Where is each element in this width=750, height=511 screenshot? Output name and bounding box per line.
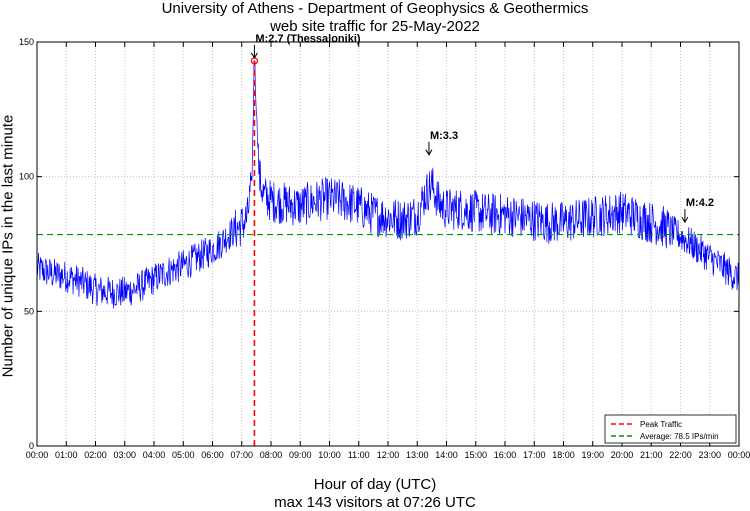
annotation-label: M:4.2 (686, 197, 714, 209)
x-tick-label: 15:00 (464, 450, 487, 460)
annotation-label: M:3.3 (430, 130, 458, 142)
plot-area: 0 50 100 150 00:00 01:00 02:00 03:00 04:00 05:00 0… (19, 33, 750, 460)
x-tick-label: 23:00 (698, 450, 721, 460)
x-tick-label: 14:00 (435, 450, 458, 460)
x-tick-label: 20:00 (611, 450, 634, 460)
x-tick-label: 11:00 (348, 450, 370, 460)
x-tick-label: 06:00 (201, 450, 224, 460)
legend-box (604, 414, 737, 444)
x-tick-label: 18:00 (552, 450, 575, 460)
annotation-arrowhead (250, 52, 258, 59)
x-tick-label: 17:00 (523, 450, 546, 460)
x-tick-label: 01:00 (55, 450, 78, 460)
x-tick-label: 04:00 (143, 450, 166, 460)
x-tick-label: 07:00 (230, 450, 253, 460)
x-tick-label: 03:00 (113, 450, 136, 460)
x-tick-label: 00:00 (728, 450, 750, 460)
annotation-arrowhead (681, 216, 689, 224)
x-tick-label: 09:00 (289, 450, 312, 460)
y-tick-label: 150 (19, 37, 34, 47)
legend-label: Average: 78.5 IPs/min (640, 432, 719, 441)
x-tick-label: 00:00 (26, 450, 49, 460)
legend-label: Peak Traffic (640, 420, 682, 429)
x-tick-label: 16:00 (494, 450, 517, 460)
chart-footer: max 143 visitors at 07:26 UTC (274, 494, 476, 511)
y-tick-label: 100 (19, 172, 34, 182)
x-tick-label: 05:00 (172, 450, 195, 460)
chart-title: University of Athens - Department of Geo… (161, 0, 589, 17)
x-axis-label: Hour of day (UTC) (313, 476, 437, 493)
y-tick-label: 0 (29, 441, 34, 451)
x-tick-label: 13:00 (406, 450, 429, 460)
annotation-label: M:2.7 (Thessaloniki) (255, 33, 360, 45)
x-tick-label: 22:00 (669, 450, 692, 460)
x-tick-label: 19:00 (581, 450, 604, 460)
x-tick-label: 21:00 (640, 450, 663, 460)
series-traffic-line (36, 60, 740, 309)
chart-subtitle: web site traffic for 25-May-2022 (270, 18, 480, 35)
annotation-arrowhead (425, 149, 433, 156)
x-tick-label: 08:00 (260, 450, 283, 460)
x-tick-label: 02:00 (84, 450, 107, 460)
y-tick-label: 50 (24, 306, 34, 316)
x-tick-label: 10:00 (318, 450, 341, 460)
x-tick-label: 12:00 (377, 450, 400, 460)
